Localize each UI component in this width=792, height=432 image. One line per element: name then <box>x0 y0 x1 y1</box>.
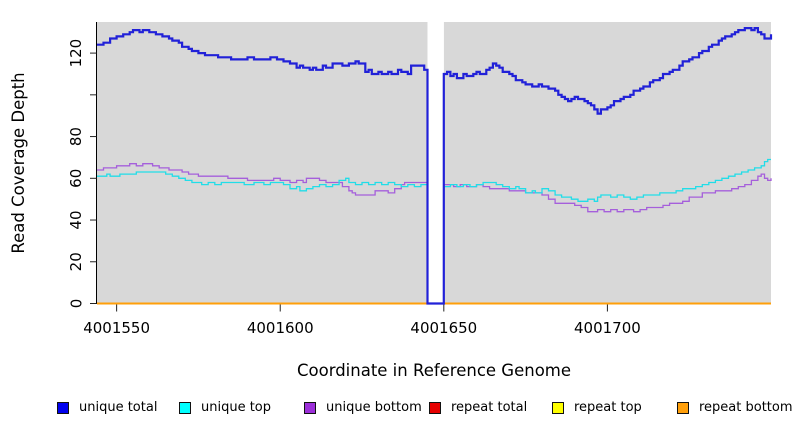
series-unique-top <box>443 158 771 202</box>
legend-label: repeat bottom <box>699 400 792 415</box>
plot-series <box>97 27 773 305</box>
axis-ticks: 0 20 40 60 80 120 4001550 4001600 4001650 4001700 <box>67 39 641 337</box>
y-tick-label: 80 <box>67 127 85 146</box>
legend-swatch <box>179 402 191 414</box>
legend-label: unique total <box>79 400 158 415</box>
legend-item: repeat bottom <box>677 399 792 417</box>
y-axis-title: Read Coverage Depth <box>9 72 28 253</box>
legend-swatch <box>677 402 689 414</box>
y-tick-label: 40 <box>67 210 85 229</box>
legend-swatch <box>57 402 69 414</box>
x-tick-label: 4001700 <box>574 319 641 337</box>
series-unique-top <box>97 171 429 192</box>
legend-label: unique bottom <box>326 400 422 415</box>
x-tick-label: 4001650 <box>410 319 477 337</box>
series-unique-bottom <box>443 173 772 213</box>
legend-swatch <box>552 402 564 414</box>
legend-item: unique bottom <box>304 399 422 417</box>
legend-swatch <box>429 402 441 414</box>
legend: unique total unique top unique bottom re… <box>0 399 792 423</box>
x-tick-label: 4001600 <box>247 319 314 337</box>
legend-item: unique total <box>57 399 157 417</box>
x-axis-title: Coordinate in Reference Genome <box>297 361 571 380</box>
legend-item: unique top <box>179 399 271 417</box>
y-tick-label: 120 <box>67 39 85 68</box>
legend-item: repeat total <box>429 399 527 417</box>
y-tick-label: 20 <box>67 252 85 271</box>
legend-swatch <box>304 402 316 414</box>
coverage-plot: 0 20 40 60 80 120 4001550 4001600 4001650 4001700… <box>9 22 773 380</box>
legend-item: repeat top <box>552 399 642 417</box>
legend-label: repeat total <box>451 400 528 415</box>
y-tick-label: 0 <box>67 299 85 309</box>
series-unique-total <box>97 27 773 305</box>
legend-label: unique top <box>201 400 272 415</box>
legend-label: repeat top <box>574 400 642 415</box>
x-tick-label: 4001550 <box>83 319 150 337</box>
series-unique-bottom <box>97 163 428 196</box>
y-tick-label: 60 <box>67 169 85 188</box>
uncovered-region-band <box>427 22 444 304</box>
